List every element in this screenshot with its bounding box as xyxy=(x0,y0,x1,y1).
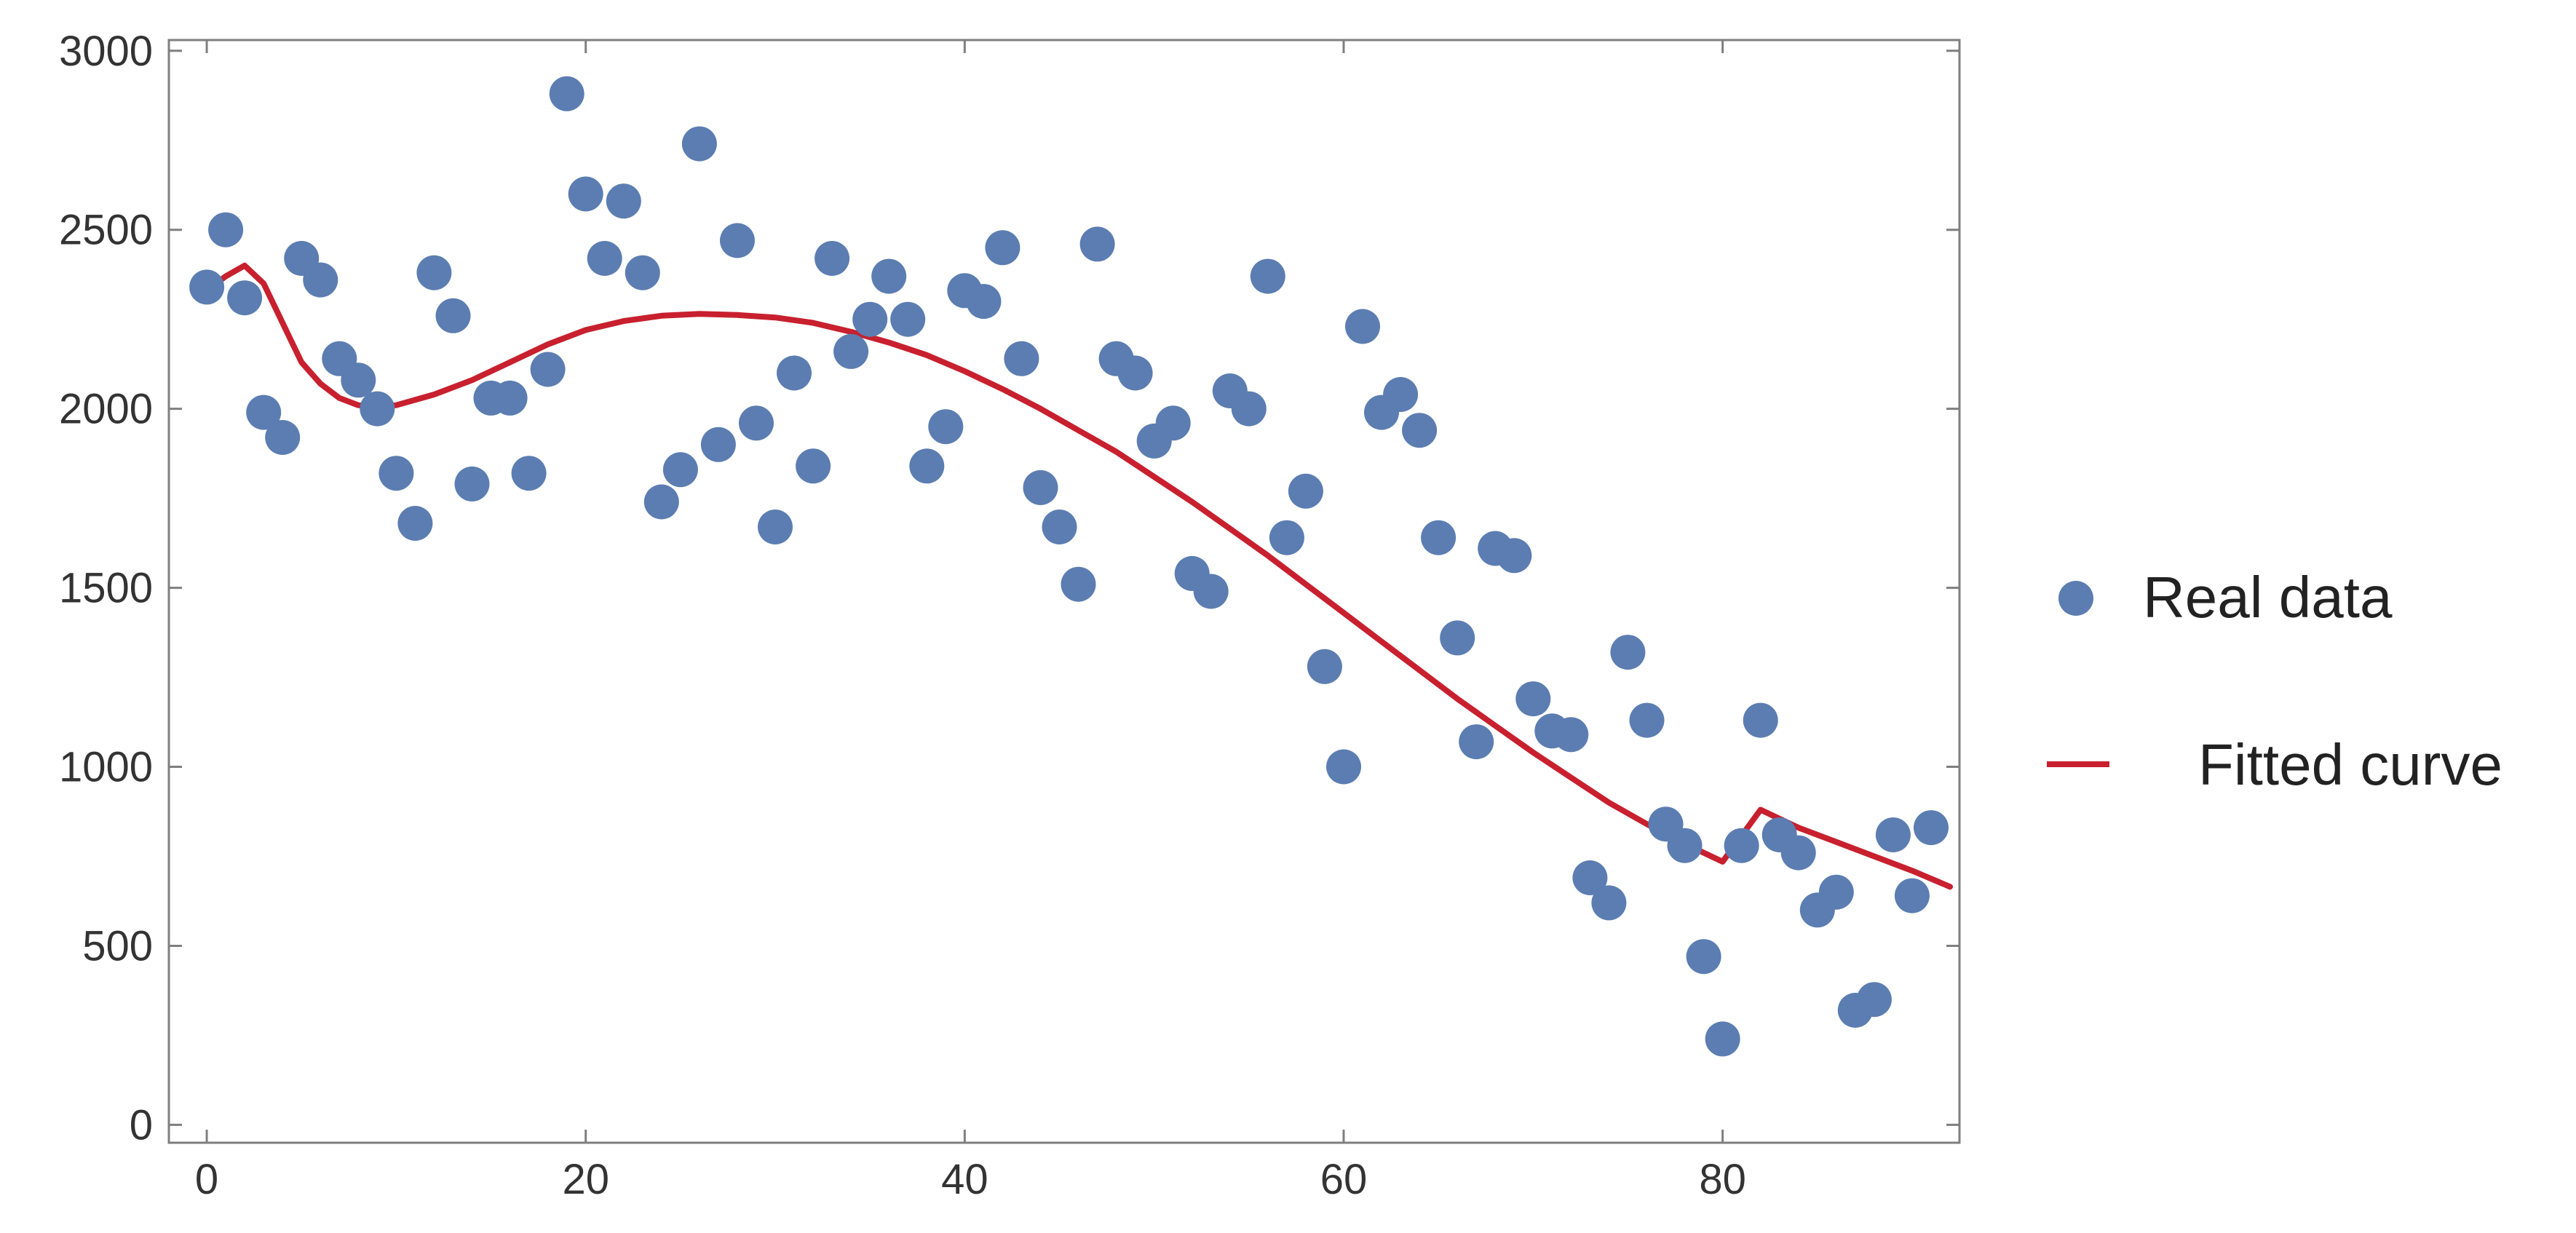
legend: Real data Fitted curve xyxy=(2047,565,2502,797)
data-point xyxy=(833,333,869,369)
legend-fitted-curve-label: Fitted curve xyxy=(2198,732,2502,797)
data-point xyxy=(1079,226,1115,262)
data-point xyxy=(1743,702,1778,738)
data-point xyxy=(643,484,679,520)
data-point xyxy=(1705,1021,1740,1057)
data-point xyxy=(208,212,244,247)
data-point xyxy=(1231,391,1267,427)
data-point xyxy=(1856,982,1892,1018)
data-point xyxy=(815,241,850,276)
y-tick-label: 1500 xyxy=(59,565,153,612)
x-tick-label: 40 xyxy=(941,1156,988,1203)
y-tick-label: 2000 xyxy=(59,386,153,433)
data-point xyxy=(1440,620,1475,656)
x-tick-label: 60 xyxy=(1320,1156,1368,1203)
data-point xyxy=(852,301,888,337)
data-point xyxy=(227,280,263,316)
plot-frame xyxy=(167,39,1961,1144)
data-point xyxy=(1023,469,1058,505)
axis-ticks: 0 20 40 60 80 0 500 1000 1500 2000 2500 3000 xyxy=(59,28,1959,1203)
data-point xyxy=(1345,309,1380,344)
data-point xyxy=(1553,717,1589,753)
data-point xyxy=(720,223,755,258)
x-tick-label: 80 xyxy=(1699,1156,1746,1203)
data-point xyxy=(1894,878,1930,913)
data-point xyxy=(1591,885,1627,921)
data-point xyxy=(454,466,490,501)
data-point xyxy=(1004,341,1039,376)
data-point xyxy=(1326,749,1361,785)
data-point xyxy=(625,255,660,290)
data-point xyxy=(1307,649,1342,684)
data-point xyxy=(739,405,774,441)
x-tick-label: 20 xyxy=(562,1156,609,1203)
data-point xyxy=(1667,828,1703,863)
data-point xyxy=(511,456,547,491)
legend-real-data-marker xyxy=(2058,581,2093,616)
data-point xyxy=(265,420,301,455)
data-point xyxy=(1383,377,1419,412)
data-point xyxy=(1269,520,1304,555)
data-point xyxy=(246,395,282,430)
data-point xyxy=(1515,681,1551,717)
real-data-points xyxy=(189,76,1949,1057)
data-point xyxy=(1459,724,1494,760)
y-tick-label: 500 xyxy=(82,922,153,970)
data-point xyxy=(1042,510,1077,544)
data-point xyxy=(700,427,736,462)
data-point xyxy=(1497,538,1532,574)
x-tick-label: 0 xyxy=(195,1156,218,1203)
data-point xyxy=(681,126,717,162)
data-point xyxy=(758,510,793,544)
data-point xyxy=(777,355,812,391)
data-point xyxy=(360,391,395,427)
data-point xyxy=(1724,828,1759,863)
data-point xyxy=(1914,810,1949,846)
y-tick-label: 3000 xyxy=(59,28,153,75)
data-point xyxy=(662,452,698,488)
data-point xyxy=(416,255,452,290)
data-point xyxy=(435,298,471,333)
data-point xyxy=(871,258,907,294)
y-tick-label: 1000 xyxy=(59,744,153,791)
data-point xyxy=(189,269,225,305)
data-point xyxy=(985,230,1021,266)
data-point xyxy=(1686,939,1721,975)
data-point xyxy=(796,448,831,484)
data-point xyxy=(1818,874,1854,910)
data-point xyxy=(341,362,376,398)
data-point xyxy=(1875,817,1911,852)
data-point xyxy=(549,76,584,111)
data-point xyxy=(1402,413,1438,448)
data-point xyxy=(530,352,566,387)
data-point xyxy=(1250,258,1285,294)
data-point xyxy=(890,301,926,337)
y-tick-label: 0 xyxy=(130,1101,153,1149)
legend-real-data-label: Real data xyxy=(2143,565,2393,630)
data-point xyxy=(1610,635,1646,670)
data-point xyxy=(1629,702,1665,738)
data-point xyxy=(568,176,603,212)
data-point xyxy=(909,448,945,484)
data-point xyxy=(966,284,1002,320)
data-point xyxy=(397,506,433,541)
data-point xyxy=(1421,520,1457,555)
data-point xyxy=(1288,473,1323,509)
data-point xyxy=(1780,835,1816,871)
data-point xyxy=(492,380,528,416)
data-point xyxy=(1061,566,1096,602)
data-point xyxy=(1155,405,1191,441)
data-point xyxy=(379,456,414,491)
data-point xyxy=(1572,860,1608,895)
data-point xyxy=(928,409,964,445)
data-point xyxy=(303,262,338,298)
data-point xyxy=(1117,355,1153,391)
y-tick-label: 2500 xyxy=(59,207,153,254)
data-point xyxy=(587,241,622,276)
data-point xyxy=(1193,574,1229,609)
data-point xyxy=(606,183,641,219)
